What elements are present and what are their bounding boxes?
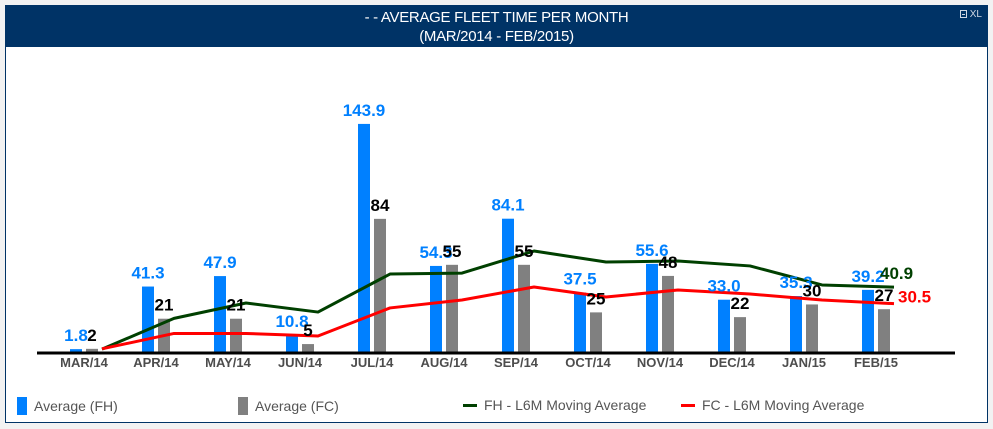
data-label-fh: 54.3	[419, 243, 452, 262]
x-tick-label: SEP/14	[494, 355, 539, 370]
fh-moving-average-line	[101, 249, 895, 351]
legend-line-fh	[463, 403, 477, 407]
x-tick-label: APR/14	[133, 355, 179, 370]
x-tick-label: AUG/14	[421, 355, 469, 370]
x-tick-label: NOV/14	[637, 355, 684, 370]
fc-moving-average-line	[101, 285, 895, 351]
x-tick-label: JUL/14	[351, 355, 394, 370]
legend-line-fc	[681, 403, 695, 407]
data-label-fc: 27	[875, 286, 894, 305]
data-label-fc: 5	[303, 321, 312, 340]
chart-title: - - AVERAGE FLEET TIME PER MONTH	[364, 9, 629, 26]
data-label-fh: 47.9	[203, 253, 236, 272]
x-tick-label: MAR/14	[60, 355, 108, 370]
data-label-fc: 55	[443, 242, 462, 261]
bar-fh-nov-14	[646, 263, 658, 352]
bar-fc-jan-15	[806, 304, 818, 352]
legend-label: FC - L6M Moving Average	[702, 397, 865, 413]
data-label-fh: 37.5	[563, 270, 596, 289]
data-label-fh: 39.2	[851, 267, 884, 286]
bar-fc-feb-15	[878, 309, 890, 352]
legend-label: Average (FH)	[34, 398, 118, 414]
bar-fc-jul-14	[374, 218, 386, 352]
bar-fc-jun-14	[302, 344, 314, 352]
x-tick-label: MAY/14	[205, 355, 252, 370]
bar-fc-mar-14	[86, 348, 98, 352]
chart-subtitle: (MAR/2014 - FEB/2015)	[419, 28, 574, 45]
legend-item-fh-average[interactable]: Average (FH)	[17, 397, 118, 415]
data-label-fh: 41.3	[131, 264, 164, 283]
data-label-fh: 10.8	[275, 312, 308, 331]
bar-fh-jan-15	[790, 296, 802, 352]
x-tick-labels: MAR/14 APR/14 MAY/14 JUN/14 JUL/14 AUG/14 SEP/…	[60, 355, 898, 370]
x-tick-label: OCT/14	[565, 355, 611, 370]
legend-item-fc-average[interactable]: Average (FC)	[238, 397, 339, 415]
data-label-fh: 35.3	[779, 273, 812, 292]
bar-fc-sep-14	[518, 264, 530, 352]
chart-legend: Average (FH) Average (FC) FH - L6M Movin…	[0, 390, 993, 420]
data-label-fh: 33.0	[707, 277, 740, 296]
data-label-fh: 55.6	[635, 241, 668, 260]
bar-fh-jul-14	[358, 123, 370, 352]
legend-swatch-fh	[17, 397, 27, 415]
bar-fc-nov-14	[662, 275, 674, 352]
bar-fh-aug-14	[430, 265, 442, 352]
bar-fh-feb-15	[862, 289, 874, 352]
data-label-fh-moving-average-end: 40.9	[880, 264, 913, 283]
data-label-fh: 143.9	[343, 101, 386, 120]
data-label-fc: 30	[803, 281, 822, 300]
bar-fc-dec-14	[734, 317, 746, 352]
export-label: XL	[969, 9, 982, 20]
bar-fh-jun-14	[286, 334, 298, 352]
data-label-fh: 1.8	[64, 326, 88, 345]
print-icon	[959, 10, 967, 18]
x-tick-label: JUN/14	[278, 355, 323, 370]
x-tick-label: DEC/14	[709, 355, 755, 370]
bar-fc-may-14	[230, 318, 242, 352]
bar-fh-may-14	[214, 276, 226, 352]
bar-fh-mar-14	[70, 349, 82, 352]
legend-swatch-fc	[238, 397, 248, 415]
data-label-fc: 22	[731, 294, 750, 313]
data-labels-layer: 1.8 241.32147.92110.85143.98454.35584.155…	[64, 101, 931, 345]
export-excel-button[interactable]: XL	[959, 9, 982, 20]
legend-item-fc-moving-average[interactable]: FC - L6M Moving Average	[681, 397, 864, 413]
chart-header: - - AVERAGE FLEET TIME PER MONTH (MAR/20…	[6, 6, 987, 47]
bar-fh-sep-14	[502, 218, 514, 352]
data-label-fc: 84	[371, 196, 390, 215]
bar-fh-apr-14	[142, 286, 154, 352]
data-label-fc: 25	[587, 289, 606, 308]
data-label-fc: 55	[515, 242, 534, 261]
data-label-fc: 21	[155, 296, 174, 315]
legend-label: Average (FC)	[255, 398, 339, 414]
x-tick-label: JAN/15	[782, 355, 826, 370]
lines-layer	[101, 249, 895, 351]
data-label-fh: 84.1	[491, 196, 524, 215]
bar-fh-oct-14	[574, 292, 586, 352]
data-label-fc: 21	[227, 296, 246, 315]
data-label-fc: 2	[87, 326, 96, 345]
bars-layer	[70, 123, 890, 352]
legend-label: FH - L6M Moving Average	[484, 397, 647, 413]
data-label-fc-moving-average-end: 30.5	[898, 288, 931, 307]
data-label-fc: 48	[659, 253, 678, 272]
bar-fc-aug-14	[446, 264, 458, 352]
legend-item-fh-moving-average[interactable]: FH - L6M Moving Average	[463, 397, 646, 413]
bar-fh-dec-14	[718, 299, 730, 352]
x-tick-label: FEB/15	[854, 355, 898, 370]
bar-fc-oct-14	[590, 312, 602, 352]
